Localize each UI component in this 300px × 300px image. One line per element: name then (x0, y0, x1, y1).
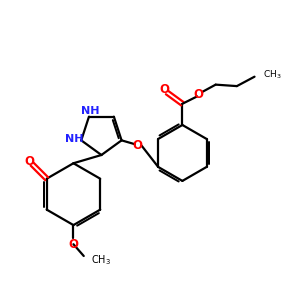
Text: O: O (159, 83, 169, 96)
Text: O: O (24, 155, 34, 168)
Text: O: O (133, 139, 143, 152)
Text: O: O (194, 88, 204, 101)
Text: NH: NH (81, 106, 100, 116)
Text: NH: NH (64, 134, 83, 144)
Text: CH$_3$: CH$_3$ (263, 68, 281, 81)
Text: O: O (68, 238, 78, 251)
Text: CH$_3$: CH$_3$ (91, 254, 111, 267)
